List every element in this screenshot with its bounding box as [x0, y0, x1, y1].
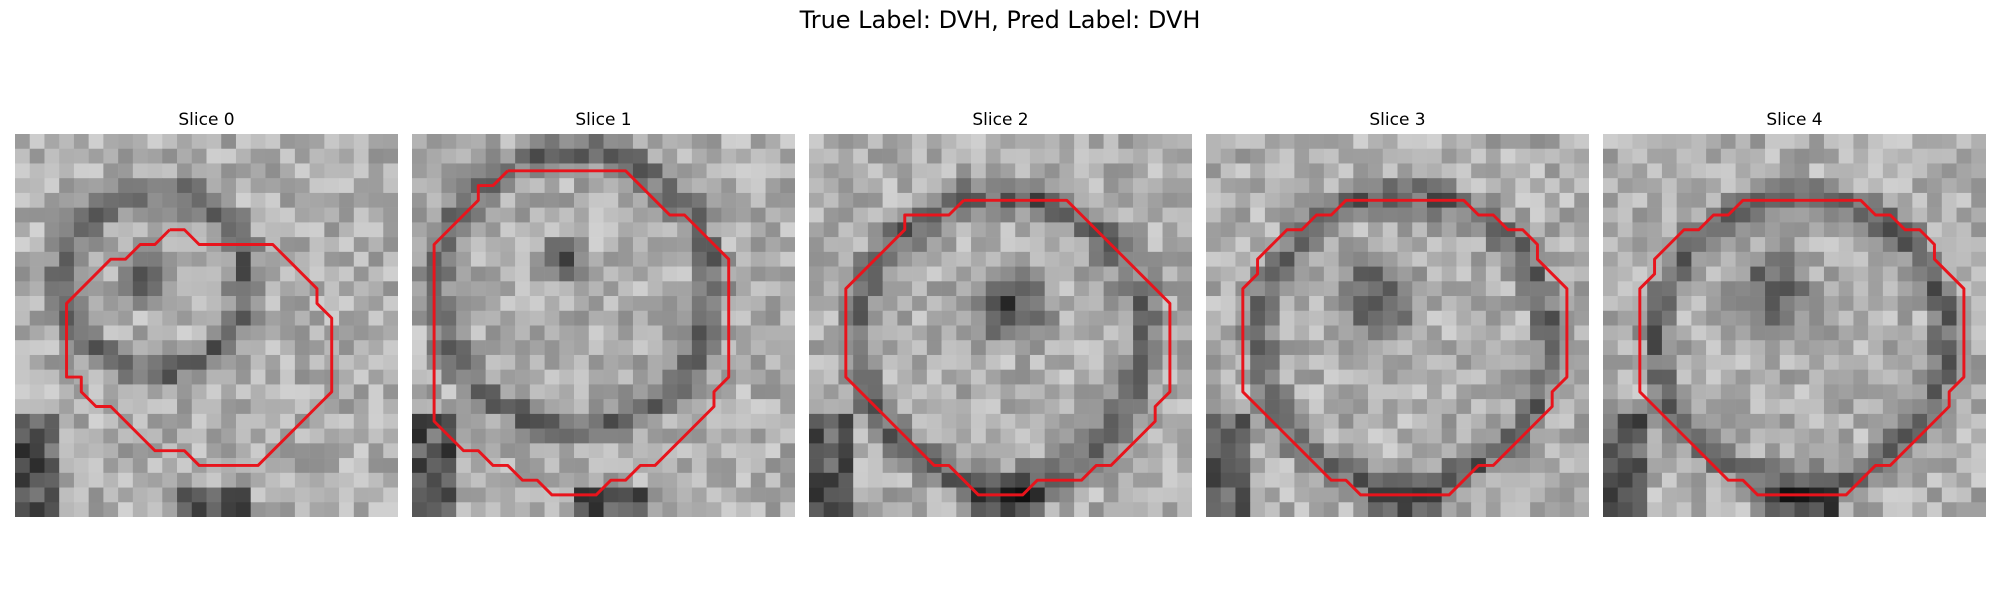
pixel-grid	[809, 134, 1192, 517]
slice-image	[1206, 134, 1589, 517]
pixel-grid	[15, 134, 398, 517]
figure-title: True Label: DVH, Pred Label: DVH	[799, 6, 1201, 34]
slice-panel-1: Slice 1	[412, 108, 795, 517]
slice-image	[412, 134, 795, 517]
slice-title: Slice 3	[1369, 110, 1426, 130]
pixel-grid	[1603, 134, 1986, 517]
segmentation-contour	[432, 169, 731, 497]
slice-panel-0: Slice 0	[15, 108, 398, 517]
slice-image	[1603, 134, 1986, 517]
segmentation-contour	[1638, 198, 1966, 497]
slice-title: Slice 4	[1766, 110, 1823, 130]
pixel-grid	[1206, 134, 1589, 517]
slice-title: Slice 0	[178, 110, 235, 130]
slice-panel-4: Slice 4	[1603, 108, 1986, 517]
slice-title: Slice 2	[972, 110, 1029, 130]
slice-panel-3: Slice 3	[1206, 108, 1589, 517]
segmentation-contour	[1241, 198, 1569, 497]
segmentation-contour	[65, 228, 334, 467]
segmentation-contour	[844, 198, 1172, 497]
pixel-grid	[412, 134, 795, 517]
slice-panel-2: Slice 2	[809, 108, 1192, 517]
slice-title: Slice 1	[575, 110, 632, 130]
slice-image	[15, 134, 398, 517]
slice-image	[809, 134, 1192, 517]
